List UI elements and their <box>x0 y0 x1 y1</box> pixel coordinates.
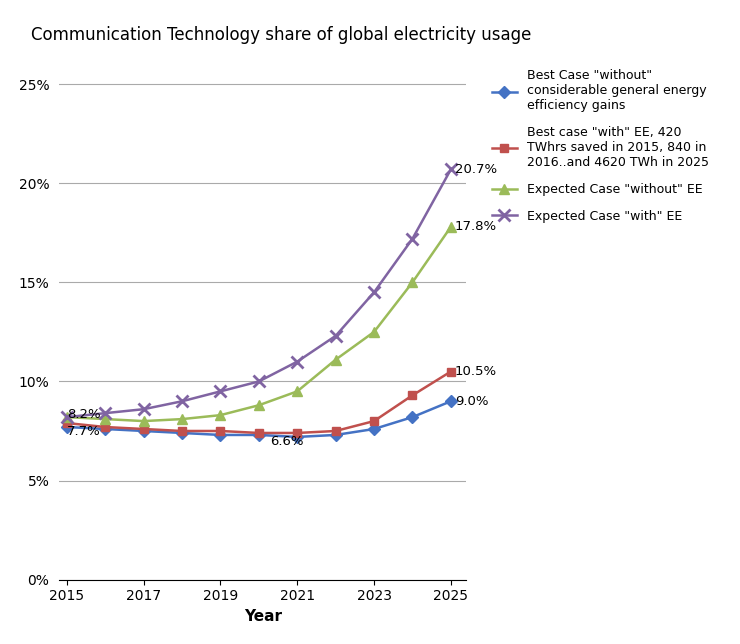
Best Case "without"
considerable general energy
efficiency gains <box>332 431 340 439</box>
Best case "with" EE, 420
TWhrs saved in 2015, 840 in
2016..and 4620 TWh in 2025 <box>332 427 340 435</box>
Line: Best Case "without"
considerable general energy
efficiency gains: Best Case "without" considerable general… <box>63 397 455 441</box>
Text: 17.8%: 17.8% <box>454 220 497 233</box>
Line: Expected Case "with" EE: Expected Case "with" EE <box>61 164 457 422</box>
Best case "with" EE, 420
TWhrs saved in 2015, 840 in
2016..and 4620 TWh in 2025 <box>216 427 225 435</box>
Best case "with" EE, 420
TWhrs saved in 2015, 840 in
2016..and 4620 TWh in 2025 <box>255 429 263 437</box>
Expected Case "without" EE <box>293 388 302 395</box>
Expected Case "with" EE <box>255 377 263 385</box>
Expected Case "with" EE <box>408 235 417 243</box>
Expected Case "with" EE <box>369 289 378 296</box>
Best Case "without"
considerable general energy
efficiency gains <box>293 433 302 440</box>
Expected Case "without" EE <box>446 223 455 231</box>
Expected Case "without" EE <box>216 412 225 419</box>
Best Case "without"
considerable general energy
efficiency gains <box>139 427 148 435</box>
Legend: Best Case "without"
considerable general energy
efficiency gains, Best case "wit: Best Case "without" considerable general… <box>487 64 713 227</box>
Text: Communication Technology share of global electricity usage: Communication Technology share of global… <box>31 26 531 44</box>
Best Case "without"
considerable general energy
efficiency gains <box>255 431 263 439</box>
Text: 20.7%: 20.7% <box>454 163 497 176</box>
Best Case "without"
considerable general energy
efficiency gains <box>408 413 417 421</box>
Expected Case "without" EE <box>139 417 148 425</box>
Best case "with" EE, 420
TWhrs saved in 2015, 840 in
2016..and 4620 TWh in 2025 <box>293 429 302 437</box>
Line: Expected Case "without" EE: Expected Case "without" EE <box>62 222 456 426</box>
Best Case "without"
considerable general energy
efficiency gains <box>178 429 186 437</box>
Expected Case "without" EE <box>408 278 417 286</box>
Text: 8.2%: 8.2% <box>67 408 101 421</box>
Best case "with" EE, 420
TWhrs saved in 2015, 840 in
2016..and 4620 TWh in 2025 <box>101 423 110 431</box>
Best case "with" EE, 420
TWhrs saved in 2015, 840 in
2016..and 4620 TWh in 2025 <box>446 368 455 375</box>
Text: 10.5%: 10.5% <box>454 365 497 378</box>
Best Case "without"
considerable general energy
efficiency gains <box>446 397 455 405</box>
Best case "with" EE, 420
TWhrs saved in 2015, 840 in
2016..and 4620 TWh in 2025 <box>139 425 148 433</box>
Best case "with" EE, 420
TWhrs saved in 2015, 840 in
2016..and 4620 TWh in 2025 <box>178 427 186 435</box>
Best Case "without"
considerable general energy
efficiency gains <box>62 423 71 431</box>
Text: 7.7%: 7.7% <box>67 426 101 439</box>
Expected Case "without" EE <box>369 328 378 336</box>
Line: Best case "with" EE, 420
TWhrs saved in 2015, 840 in
2016..and 4620 TWh in 2025: Best case "with" EE, 420 TWhrs saved in … <box>63 367 455 437</box>
Expected Case "without" EE <box>255 401 263 409</box>
Expected Case "with" EE <box>101 410 110 417</box>
Expected Case "with" EE <box>332 332 340 340</box>
Expected Case "with" EE <box>139 405 148 413</box>
Expected Case "without" EE <box>101 415 110 423</box>
Expected Case "without" EE <box>178 415 186 423</box>
Best case "with" EE, 420
TWhrs saved in 2015, 840 in
2016..and 4620 TWh in 2025 <box>62 419 71 427</box>
Best case "with" EE, 420
TWhrs saved in 2015, 840 in
2016..and 4620 TWh in 2025 <box>369 417 378 425</box>
Expected Case "without" EE <box>332 355 340 363</box>
Text: 6.6%: 6.6% <box>270 435 304 448</box>
Best Case "without"
considerable general energy
efficiency gains <box>101 425 110 433</box>
Expected Case "with" EE <box>178 397 186 405</box>
X-axis label: Year: Year <box>243 609 282 624</box>
Text: 9.0%: 9.0% <box>454 395 488 408</box>
Best case "with" EE, 420
TWhrs saved in 2015, 840 in
2016..and 4620 TWh in 2025 <box>408 392 417 399</box>
Expected Case "without" EE <box>62 413 71 421</box>
Expected Case "with" EE <box>62 413 71 421</box>
Best Case "without"
considerable general energy
efficiency gains <box>216 431 225 439</box>
Expected Case "with" EE <box>293 358 302 366</box>
Expected Case "with" EE <box>446 166 455 173</box>
Best Case "without"
considerable general energy
efficiency gains <box>369 425 378 433</box>
Expected Case "with" EE <box>216 388 225 395</box>
